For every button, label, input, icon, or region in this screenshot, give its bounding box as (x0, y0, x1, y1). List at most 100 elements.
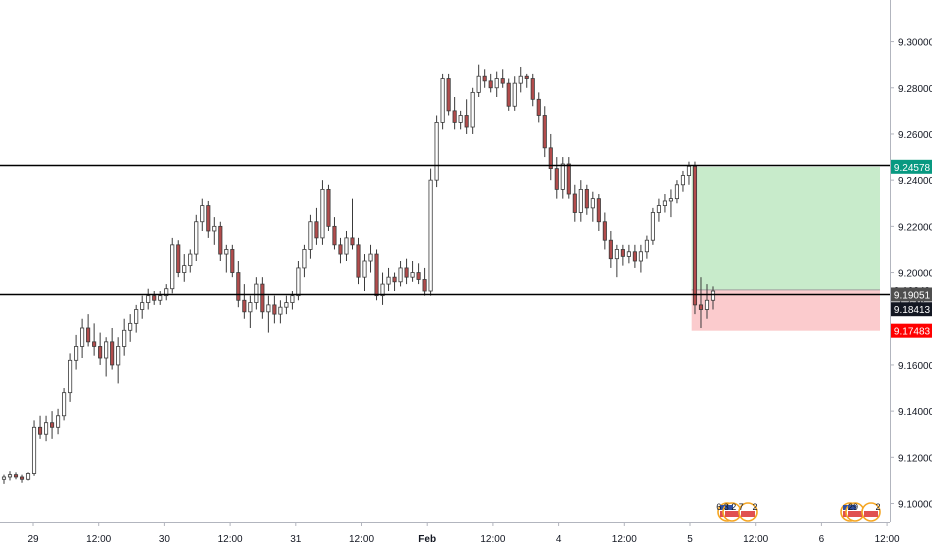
candle-up (704, 299, 710, 310)
candle-up (656, 205, 661, 213)
candle-up (470, 91, 475, 128)
candle-down (446, 78, 451, 112)
candle-down (452, 110, 457, 123)
x-tick-label: Feb (418, 534, 436, 545)
candle-up (662, 200, 667, 206)
candle-down (554, 168, 559, 190)
take-profit-badge: 9.24578 (891, 159, 932, 174)
candle-down (584, 188, 589, 209)
candle-up (248, 302, 253, 313)
candle-up (710, 290, 716, 301)
event-count-label: 6 3 2 7 (716, 502, 744, 512)
candle-up (104, 341, 109, 359)
x-tick-label: 12:00 (480, 534, 505, 545)
candle-up (320, 188, 325, 239)
candle-up (80, 327, 85, 347)
x-tick-label: 6 (819, 534, 825, 545)
candle-down (548, 147, 553, 170)
candle-up (182, 265, 187, 273)
y-tick-label: 9.22000 (898, 222, 932, 233)
candle-up (362, 260, 367, 278)
candle-down (566, 163, 571, 195)
candle-down (98, 346, 103, 359)
candle-up (590, 198, 595, 209)
candle-down (110, 341, 115, 366)
candle-up (674, 184, 680, 200)
candle-down (392, 276, 397, 283)
candle-down (500, 78, 505, 84)
candle-up (134, 309, 139, 324)
candle-down (86, 327, 91, 343)
candle-up (194, 221, 199, 255)
candle-up (650, 212, 655, 241)
x-tick-label: 30 (159, 534, 171, 545)
candle-up (254, 283, 259, 303)
badge-bg (891, 323, 932, 338)
candle-up (74, 346, 79, 361)
candle-up (434, 122, 439, 181)
candle-up (31, 426, 37, 474)
candle-up (116, 346, 121, 366)
candle-up (44, 422, 49, 435)
candle-up (578, 188, 583, 213)
x-tick-label: 12:00 (86, 534, 111, 545)
candle-down (536, 98, 541, 116)
candle-up (686, 165, 692, 176)
badge-label: 9.18413 (894, 305, 931, 316)
candle-up (494, 78, 499, 89)
candle-down (530, 78, 535, 100)
badge-bg (891, 287, 932, 302)
y-tick-label: 9.10000 (898, 500, 932, 511)
candle-down (272, 304, 277, 315)
us-events-1: 6 3 2 7 2 (716, 502, 758, 522)
candle-down (236, 272, 241, 301)
candle-down (218, 225, 223, 255)
candle-down (314, 221, 319, 239)
x-tick-label: 12:00 (875, 534, 900, 545)
event-count-label: 29 (848, 502, 858, 512)
profit-zone (691, 166, 880, 290)
candle-up (266, 304, 271, 313)
candle-down (338, 244, 343, 255)
x-tick-label: 5 (687, 534, 693, 545)
candle-down (152, 295, 157, 301)
candle-down (602, 221, 607, 241)
candle-down (374, 253, 379, 297)
y-tick-label: 9.14000 (898, 407, 932, 418)
candle-up (278, 306, 283, 315)
x-tick-label: 12:00 (218, 534, 243, 545)
candle-up (644, 239, 649, 253)
candle-down (572, 193, 577, 213)
candle-down (332, 225, 337, 246)
candle-up (1, 476, 7, 480)
candle-up (428, 179, 433, 292)
candle-down (92, 341, 97, 347)
candle-up (56, 415, 61, 428)
flag-canton (848, 505, 856, 510)
candle-down (404, 267, 409, 278)
candle-down (350, 237, 355, 246)
candle-up (560, 163, 565, 190)
loss-zone (691, 289, 880, 331)
badge-bg (891, 159, 932, 174)
candle-up (25, 473, 31, 480)
candle-down (356, 244, 361, 278)
flag-stripe (741, 511, 755, 517)
candle-down (608, 239, 613, 260)
candle-up (680, 175, 686, 186)
candle-down (176, 244, 181, 273)
event-markers: 6 3 2 7 2 29 2 (716, 502, 881, 522)
candle-up (140, 302, 145, 310)
candle-up (296, 267, 301, 297)
candle-up (170, 244, 175, 290)
candle-up (7, 474, 13, 478)
y-tick-label: 9.16000 (898, 361, 932, 372)
candle-up (398, 267, 403, 283)
us-events-2: 29 2 (840, 502, 881, 522)
candle-up (284, 302, 289, 308)
candle-up (638, 251, 643, 262)
candle-down (326, 188, 331, 227)
